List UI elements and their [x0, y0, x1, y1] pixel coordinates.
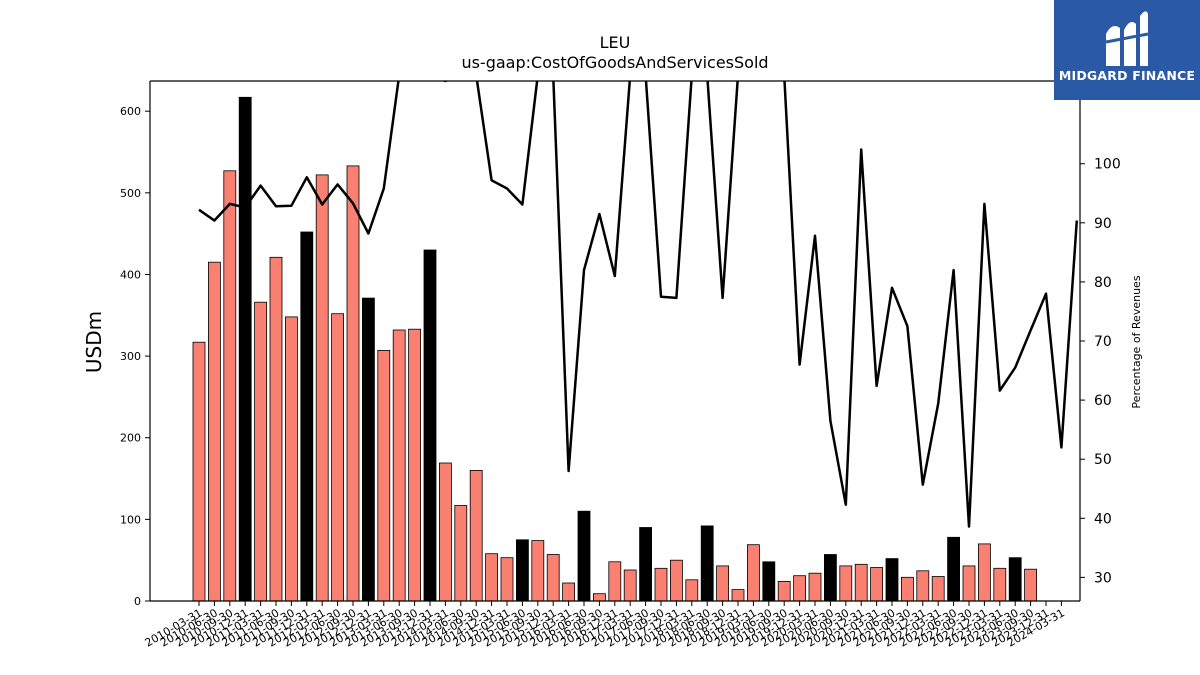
y-tick-label: 300	[120, 350, 141, 363]
percentage-line-series	[198, 81, 1079, 528]
bar	[408, 328, 422, 602]
y2-tick-label: 70	[1094, 334, 1112, 350]
y-axis-label: USDm	[82, 311, 106, 373]
bar	[824, 554, 837, 602]
bar	[978, 543, 991, 602]
bar	[315, 174, 329, 602]
chart-subtitle: us-gaap:CostOfGoodsAndServicesSold	[461, 53, 768, 72]
bar	[685, 579, 699, 602]
y2-tick-label: 80	[1094, 275, 1112, 291]
bar	[901, 576, 914, 602]
bar	[870, 567, 883, 602]
bar	[639, 527, 652, 602]
midgard-finance-logo: MIDGARD FINANCE	[1054, 0, 1200, 100]
logo-text: MIDGARD FINANCE	[1058, 68, 1196, 83]
bar	[346, 165, 360, 602]
x-axis-ticks: 2010-03-312010-06-302010-09-302010-12-31…	[143, 601, 1067, 650]
y-tick-label: 0	[134, 595, 141, 608]
bar	[516, 539, 529, 602]
y2-tick-label: 100	[1094, 157, 1121, 173]
bar	[747, 544, 760, 602]
bar	[392, 329, 406, 602]
bar	[854, 563, 868, 602]
bar	[269, 256, 283, 602]
bar	[623, 569, 637, 602]
bar	[1024, 568, 1037, 602]
bar	[469, 469, 483, 602]
bar	[454, 505, 468, 602]
bar	[885, 558, 899, 602]
bar	[700, 525, 714, 602]
y-tick-label: 500	[120, 187, 141, 200]
bar	[485, 553, 499, 602]
bar-series	[192, 96, 1037, 602]
bar	[839, 565, 853, 602]
y2-tick-label: 50	[1094, 452, 1112, 468]
bar	[377, 349, 391, 602]
y2-tick-label: 60	[1094, 393, 1112, 409]
bar	[593, 593, 606, 602]
bar	[423, 249, 437, 602]
bar	[300, 231, 314, 602]
bar	[762, 561, 776, 602]
bar	[793, 575, 806, 602]
bar	[777, 581, 791, 602]
bar	[223, 170, 237, 602]
bar	[993, 567, 1007, 602]
midgard-logo-icon	[1105, 11, 1149, 66]
y2-tick-label: 90	[1094, 216, 1112, 232]
y2-tick-label: 30	[1094, 570, 1112, 586]
bar	[1008, 557, 1022, 602]
bar	[531, 540, 545, 602]
bar	[331, 313, 345, 602]
y-tick-label: 200	[120, 432, 141, 445]
bar	[931, 576, 945, 602]
bar	[361, 297, 375, 602]
bar	[654, 567, 668, 602]
bar	[808, 572, 822, 602]
y-tick-label: 400	[120, 268, 141, 281]
bar	[438, 462, 452, 602]
bar	[962, 565, 976, 602]
y-tick-label: 600	[120, 105, 141, 118]
chart-title: LEU	[600, 33, 631, 52]
bar	[562, 582, 575, 602]
y-tick-label: 100	[120, 513, 141, 526]
bar	[670, 559, 683, 602]
bar	[500, 557, 514, 602]
y2-axis-label: Percentage of Revenues	[1130, 275, 1143, 408]
bar	[608, 561, 622, 602]
y2-tick-label: 40	[1094, 511, 1112, 527]
bar	[546, 554, 560, 602]
percentage-line	[198, 81, 1079, 528]
bar	[254, 301, 268, 602]
bar	[716, 565, 729, 602]
bar	[192, 341, 206, 602]
bar	[731, 589, 745, 602]
bar	[284, 316, 298, 602]
bar	[577, 510, 591, 602]
bar	[207, 261, 221, 602]
bar	[238, 96, 252, 602]
bar	[916, 570, 930, 602]
bar	[947, 536, 960, 602]
